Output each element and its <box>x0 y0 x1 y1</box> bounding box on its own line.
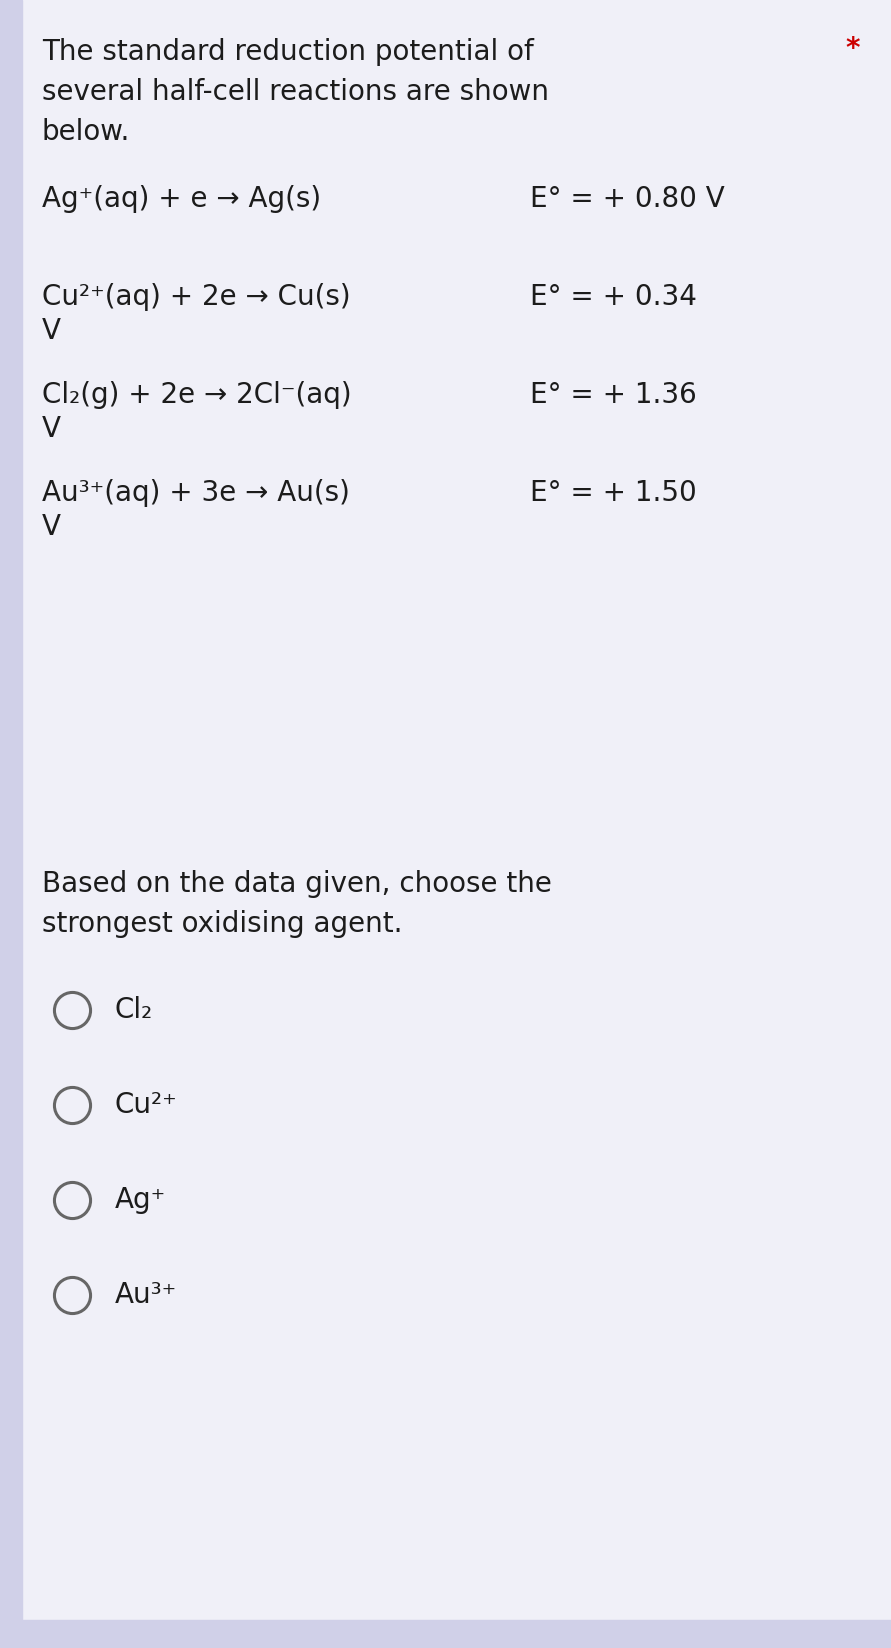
Text: E° = + 1.36: E° = + 1.36 <box>530 381 697 409</box>
Text: V: V <box>42 316 61 344</box>
Text: *: * <box>845 35 860 63</box>
Text: Au³⁺: Au³⁺ <box>115 1280 177 1309</box>
Text: E° = + 0.80 V: E° = + 0.80 V <box>530 185 724 213</box>
Bar <box>0 1620 891 1648</box>
Text: Ag⁺: Ag⁺ <box>115 1187 167 1215</box>
Text: Cu²⁺(aq) + 2e → Cu(s): Cu²⁺(aq) + 2e → Cu(s) <box>42 283 351 311</box>
Text: E° = + 1.50: E° = + 1.50 <box>530 480 697 508</box>
Text: Au³⁺(aq) + 3e → Au(s): Au³⁺(aq) + 3e → Au(s) <box>42 480 350 508</box>
Text: Cl₂(g) + 2e → 2Cl⁻(aq): Cl₂(g) + 2e → 2Cl⁻(aq) <box>42 381 352 409</box>
Text: V: V <box>42 513 61 541</box>
Text: Cu²⁺: Cu²⁺ <box>115 1091 177 1119</box>
Text: E° = + 0.34: E° = + 0.34 <box>530 283 697 311</box>
Text: Based on the data given, choose the: Based on the data given, choose the <box>42 870 552 898</box>
Bar <box>0 0 22 1648</box>
Text: Ag⁺(aq) + e → Ag(s): Ag⁺(aq) + e → Ag(s) <box>42 185 321 213</box>
Text: below.: below. <box>42 119 130 147</box>
Text: strongest oxidising agent.: strongest oxidising agent. <box>42 910 403 938</box>
Text: Cl₂: Cl₂ <box>115 995 153 1023</box>
Text: several half-cell reactions are shown: several half-cell reactions are shown <box>42 77 549 105</box>
Text: V: V <box>42 415 61 443</box>
Text: The standard reduction potential of: The standard reduction potential of <box>42 38 534 66</box>
